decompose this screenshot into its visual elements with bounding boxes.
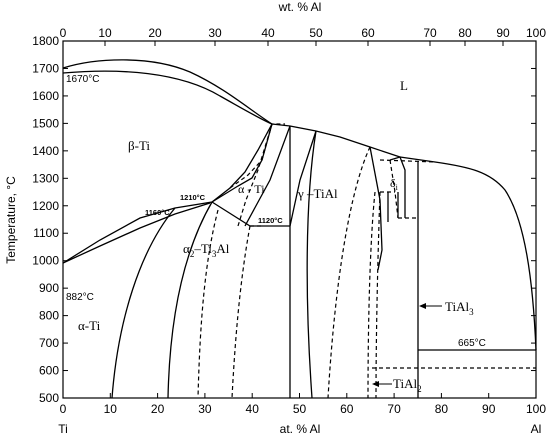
dashed-alpha-ti-inner <box>197 209 219 399</box>
x-bottom-tick-label: 40 <box>246 402 260 416</box>
temp-1670: 1670°C <box>66 74 99 85</box>
label-tial3: TiAl3 <box>445 299 474 317</box>
tial2-arrowhead <box>372 381 379 387</box>
x-bottom-tick-label: 60 <box>340 402 354 416</box>
gamma-right-2 <box>289 130 317 227</box>
x-top-tick-label: 100 <box>526 26 546 40</box>
x-top-tick-label: 60 <box>361 26 375 40</box>
x-bottom-tick-label: 70 <box>387 402 401 416</box>
alpha-ti-bottom-left <box>111 207 176 399</box>
dashed-alpha2-right <box>231 225 251 399</box>
y-tick-label: 1600 <box>32 89 59 103</box>
dashed-2 <box>237 123 285 227</box>
y-tick-label: 900 <box>39 281 59 295</box>
beta-solidus <box>62 70 273 125</box>
y-tick-label: 600 <box>39 364 59 378</box>
x-bottom-tick-label: 50 <box>293 402 307 416</box>
delta-box <box>389 156 406 218</box>
delta-sides <box>387 192 399 222</box>
x-bottom-tick-label: 100 <box>526 402 546 416</box>
label-liquid: L <box>400 78 408 93</box>
x-bottom-tick-label: 80 <box>435 402 449 416</box>
dashed-delta-top <box>379 159 436 163</box>
x-top-tick-label: 40 <box>261 26 275 40</box>
x-top-tick-label: 50 <box>309 26 323 40</box>
tial3-arrowhead <box>419 303 426 309</box>
dashed-tial2-2 <box>375 191 381 399</box>
y-tick-label: 500 <box>39 391 59 405</box>
bottom-axis-title: at. % Al <box>280 422 321 436</box>
tial-right <box>369 146 383 271</box>
label-alpha-ti: α-Ti <box>78 318 101 333</box>
gamma-upper-left <box>244 125 291 227</box>
x-top-tick-label: 80 <box>458 26 472 40</box>
x-bottom-tick-label: 10 <box>104 402 118 416</box>
label-tial2: TiAl2 <box>393 376 422 394</box>
x-top-tick-label: 0 <box>60 26 67 40</box>
x-bottom-tick-label: 30 <box>198 402 212 416</box>
x-top-tick-label: 10 <box>98 26 112 40</box>
temp-665: 665°C <box>458 338 486 349</box>
x-bottom-tick-label: 90 <box>482 402 496 416</box>
gamma-right <box>306 130 317 399</box>
x-top-tick-label: 20 <box>148 26 162 40</box>
y-axis-ticks: 500 600 700 800 900 1000 1100 1200 1300 1400 1500 1… <box>32 34 536 405</box>
liquidus-left <box>62 59 537 351</box>
y-tick-label: 700 <box>39 336 59 350</box>
dashed-tial2-1 <box>367 191 376 399</box>
top-axis-ticks: 0 10 20 30 40 50 60 70 80 90 100 <box>60 26 546 46</box>
label-alpha-ti-upper: α - Ti <box>238 182 265 196</box>
y-tick-label: 1800 <box>32 34 59 48</box>
x-top-tick-label: 90 <box>496 26 510 40</box>
alpha-ti-right <box>211 123 273 203</box>
temp-1210: 1210°C <box>180 193 206 202</box>
bottom-axis-ticks: 0 10 20 30 40 50 60 70 80 90 100 <box>60 393 546 416</box>
endpoint-ti: Ti <box>58 422 68 436</box>
x-top-tick-label: 30 <box>208 26 222 40</box>
y-tick-label: 800 <box>39 309 59 323</box>
temp-882: 882°C <box>66 292 94 303</box>
x-top-tick-label: 70 <box>423 26 437 40</box>
label-delta: δi <box>390 176 399 192</box>
y-tick-label: 1500 <box>32 116 59 130</box>
alpha2-left <box>167 201 213 399</box>
alpha-transus <box>62 202 211 264</box>
y-tick-label: 1400 <box>32 144 59 158</box>
x-bottom-tick-label: 0 <box>60 402 67 416</box>
dashed-gamma-inner <box>327 146 371 399</box>
endpoint-al: Al <box>531 422 542 436</box>
y-tick-label: 1300 <box>32 171 59 185</box>
label-beta-ti: β-Ti <box>128 138 150 153</box>
temp-1160: 1160°C <box>145 208 170 217</box>
y-tick-label: 1100 <box>33 226 59 240</box>
y-tick-label: 1200 <box>32 199 59 213</box>
temp-1120: 1120°C <box>258 216 283 225</box>
dashed-delta-1 <box>389 159 399 219</box>
y-tick-label: 1700 <box>32 61 59 75</box>
y-axis-title: Temperature, °C <box>4 176 18 264</box>
y-tick-label: 1000 <box>32 254 59 268</box>
label-gamma-tial: γ –TiAl <box>297 186 338 201</box>
label-alpha2-ti3al: α2–Ti3Al <box>183 241 230 259</box>
x-bottom-tick-label: 20 <box>151 402 165 416</box>
top-axis-title: wt. % Al <box>278 0 322 14</box>
